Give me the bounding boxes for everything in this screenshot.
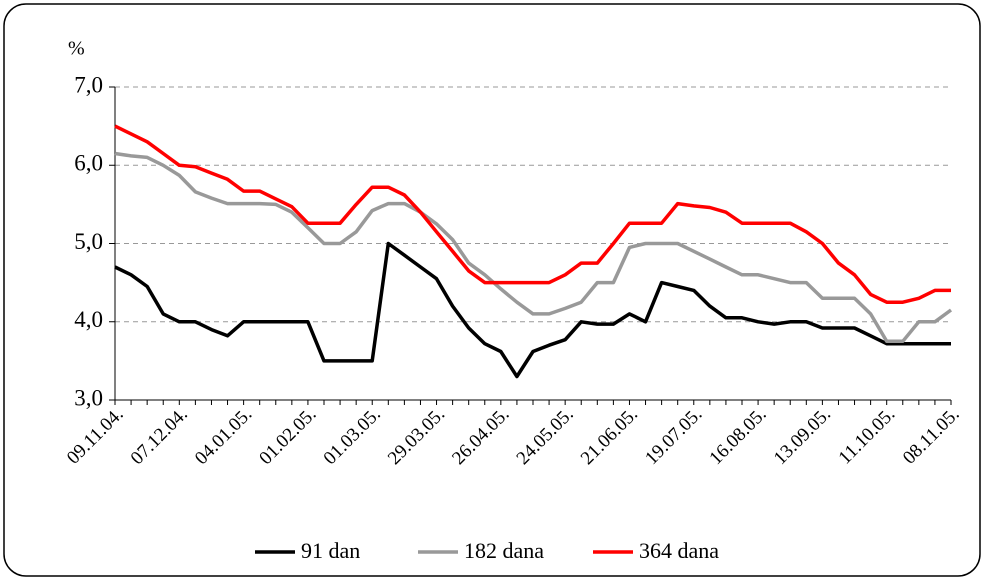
- chart-frame: [3, 3, 981, 577]
- series-line: [114, 151, 953, 344]
- series-line: [114, 124, 951, 304]
- legend-label: 91 dan: [301, 538, 360, 563]
- legend-label: 364 dana: [639, 538, 719, 563]
- y-tick-label: 3,0: [74, 385, 103, 410]
- series-line: [114, 241, 951, 379]
- legend-label: 182 dana: [464, 538, 544, 563]
- y-tick-label: 7,0: [74, 72, 103, 97]
- y-tick-label: 5,0: [74, 229, 103, 254]
- y-axis-label: %: [68, 38, 85, 60]
- y-tick-label: 6,0: [74, 151, 103, 176]
- y-tick-label: 4,0: [74, 307, 103, 332]
